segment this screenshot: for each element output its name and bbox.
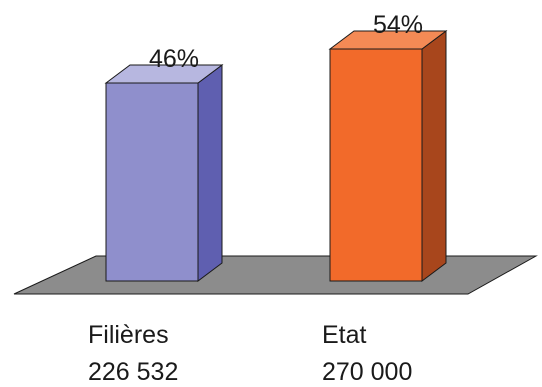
bar-group: [104, 30, 448, 282]
percent-label-fili-res: 46%: [149, 45, 199, 73]
bar-front-etat: [329, 48, 423, 282]
chart-floor: [13, 255, 538, 295]
bar-front-fili-res: [105, 82, 199, 282]
category-label-fili-res: Filières: [88, 321, 169, 349]
bar-side-fili-res: [197, 64, 223, 282]
percent-label-etat: 54%: [373, 11, 423, 39]
bar-etat: [328, 30, 448, 282]
bar-top-fili-res: [104, 64, 224, 84]
value-label-fili-res: 226 532: [88, 358, 178, 386]
bar-fili-res: [104, 64, 224, 282]
bar-side-etat: [421, 30, 447, 282]
bar-top-etat: [328, 30, 448, 50]
category-label-etat: Etat: [322, 321, 367, 349]
label-group: 46% Filières 226 532 54% Etat 270 000: [88, 11, 423, 386]
value-label-etat: 270 000: [322, 358, 412, 386]
